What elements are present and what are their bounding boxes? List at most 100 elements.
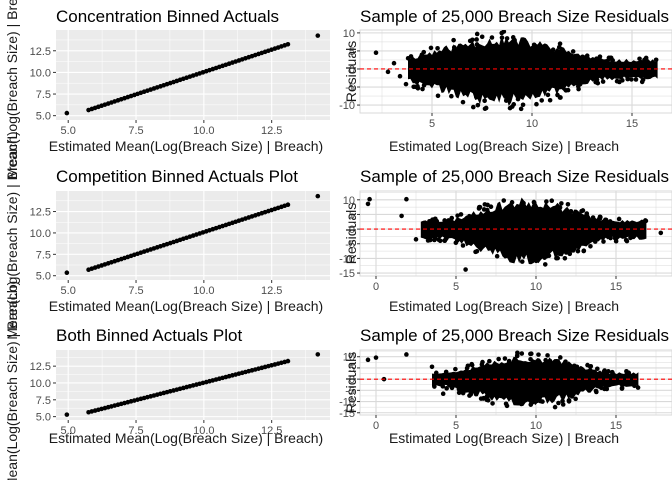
data-point xyxy=(315,352,321,357)
data-point xyxy=(456,387,462,392)
data-point xyxy=(443,369,449,375)
data-point xyxy=(421,82,427,88)
data-point xyxy=(518,106,524,112)
data-point xyxy=(515,350,520,356)
x-tick-label: 7.5 xyxy=(128,125,143,137)
data-point xyxy=(606,369,611,374)
data-point xyxy=(467,393,472,398)
data-point xyxy=(614,78,620,84)
data-point xyxy=(520,102,526,108)
data-point xyxy=(624,370,630,376)
data-point xyxy=(625,76,630,82)
y-tick-label: 7.5 xyxy=(36,395,51,407)
data-point xyxy=(562,255,568,261)
x-tick-label: 15 xyxy=(610,420,622,432)
data-point xyxy=(470,104,476,110)
data-point xyxy=(449,215,455,221)
outlier-point xyxy=(367,196,372,202)
data-point xyxy=(542,255,547,260)
y-axis-label: Residuals xyxy=(343,352,359,413)
data-point xyxy=(435,93,441,99)
y-tick-label: 12.5 xyxy=(30,46,51,58)
data-point xyxy=(633,77,639,82)
data-point xyxy=(506,358,512,364)
data-point xyxy=(616,216,622,222)
y-tick-label: -5 xyxy=(345,82,355,94)
data-point xyxy=(470,37,475,43)
outlier-point xyxy=(403,81,409,87)
data-point xyxy=(593,388,599,394)
chart-title: Concentration Binned Actuals xyxy=(56,7,279,26)
data-point xyxy=(619,385,625,391)
data-point xyxy=(560,398,565,404)
chart-concentration-actuals: 5.0 7.5 10.0 12.5 5.0 7.5 10.0 12.5 Concentratio… xyxy=(4,0,330,179)
outlier-point xyxy=(463,267,468,272)
data-point xyxy=(598,385,604,391)
data-point xyxy=(446,218,451,223)
data-point xyxy=(642,57,647,63)
data-point xyxy=(580,54,585,60)
y-tick-label: -10 xyxy=(339,397,355,409)
x-tick-label: 10.0 xyxy=(193,125,214,137)
data-point xyxy=(485,202,490,208)
x-tick-label: 12.5 xyxy=(261,285,282,297)
data-point xyxy=(544,199,549,204)
data-point xyxy=(567,247,572,253)
data-point xyxy=(535,398,540,404)
chart-title: Sample of 25,000 Breach Size Residuals xyxy=(360,167,669,186)
data-point xyxy=(315,193,321,199)
data-point xyxy=(504,403,510,409)
x-axis-label: Estimated Log(Breach Size) | Breach xyxy=(389,138,619,154)
outlier-point xyxy=(399,213,404,219)
y-tick-label: 0 xyxy=(349,64,355,76)
data-point xyxy=(563,359,568,364)
data-point xyxy=(584,211,590,216)
data-point xyxy=(558,355,563,360)
y-axis-label: Mean(Log(Breach Size) | Breach) xyxy=(4,281,20,480)
data-point xyxy=(511,102,517,107)
data-point xyxy=(557,41,563,47)
data-point xyxy=(559,201,564,206)
outlier-point xyxy=(373,355,379,360)
data-point xyxy=(480,359,485,365)
data-point xyxy=(449,93,454,99)
data-point xyxy=(534,101,539,107)
x-tick-label: 10.0 xyxy=(193,425,214,437)
data-point xyxy=(601,369,607,374)
data-point xyxy=(531,42,537,48)
data-point xyxy=(531,199,537,205)
x-tick-label: 5 xyxy=(453,281,459,293)
data-point xyxy=(484,397,490,403)
data-point xyxy=(542,262,548,267)
data-point xyxy=(460,243,466,248)
data-point xyxy=(600,79,606,84)
y-tick-label: 10.0 xyxy=(30,228,51,240)
data-point xyxy=(555,92,560,98)
data-point xyxy=(469,361,475,367)
data-point xyxy=(574,364,580,370)
data-point xyxy=(584,53,590,58)
data-point xyxy=(549,198,555,204)
data-point xyxy=(519,401,524,407)
chart-title: Sample of 25,000 Breach Size Residuals xyxy=(360,7,669,26)
y-tick-label: -10 xyxy=(339,253,355,265)
data-point xyxy=(560,402,566,407)
data-point xyxy=(464,365,470,371)
data-point xyxy=(453,240,459,246)
data-point xyxy=(521,200,526,206)
data-point xyxy=(507,105,513,111)
data-point xyxy=(460,99,466,105)
y-tick-label: 10 xyxy=(343,352,355,364)
x-tick-label: 10 xyxy=(526,118,538,130)
data-point xyxy=(510,35,516,40)
data-point xyxy=(593,79,598,85)
data-point xyxy=(590,215,596,220)
data-point xyxy=(428,45,434,51)
data-point xyxy=(556,44,562,50)
x-tick-label: 15 xyxy=(610,281,622,293)
data-point xyxy=(566,399,572,404)
y-tick-label: -15 xyxy=(339,268,355,280)
y-axis-label: Mean(Log(Breach Size) | Breach) xyxy=(4,0,20,179)
data-point xyxy=(632,383,637,389)
data-point xyxy=(428,237,433,243)
